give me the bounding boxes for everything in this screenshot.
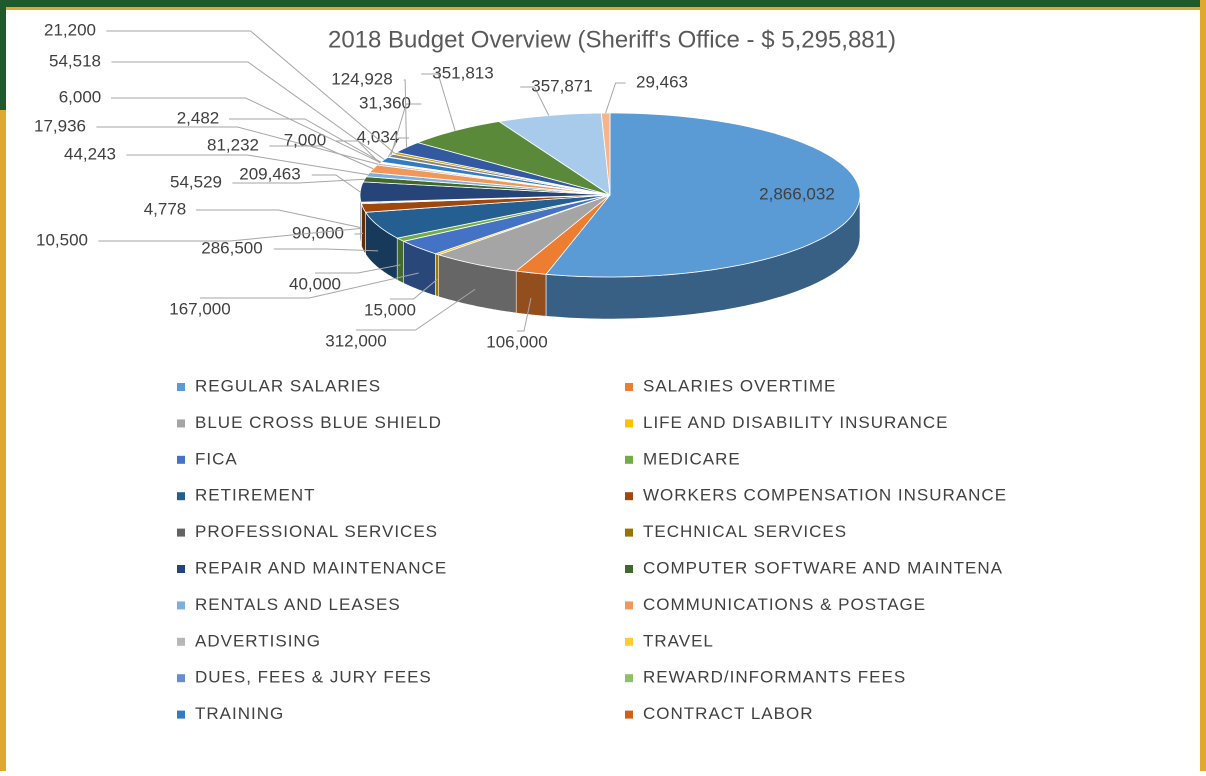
legend-swatch <box>625 674 633 682</box>
legend-swatch <box>625 638 633 646</box>
data-label: 44,243 <box>64 144 116 163</box>
data-label: 209,463 <box>239 164 300 183</box>
data-label: 2,482 <box>177 108 220 127</box>
legend-label: COMMUNICATIONS & POSTAGE <box>643 595 926 614</box>
left-rule <box>0 0 6 771</box>
data-label: 351,813 <box>432 63 493 82</box>
data-label: 2,866,032 <box>759 184 835 203</box>
data-label: 4,034 <box>357 127 400 146</box>
data-label: 10,500 <box>36 230 88 249</box>
legend-label: REPAIR AND MAINTENANCE <box>195 558 447 577</box>
legend-swatch <box>177 383 185 391</box>
leader-line <box>312 175 360 192</box>
data-label: 357,871 <box>531 76 592 95</box>
leader-line <box>354 233 363 234</box>
data-label: 106,000 <box>486 332 547 351</box>
data-label: 15,000 <box>364 300 416 319</box>
legend-label: BLUE CROSS BLUE SHIELD <box>195 413 442 432</box>
data-label: 81,232 <box>207 135 259 154</box>
legend-swatch <box>177 492 185 500</box>
legend-label: CONTRACT LABOR <box>643 704 814 723</box>
data-label: 167,000 <box>169 299 230 318</box>
legend-swatch <box>625 529 633 537</box>
legend-label: COMPUTER SOFTWARE AND MAINTENA <box>643 558 1003 577</box>
legend-label: LIFE AND DISABILITY INSURANCE <box>643 413 948 432</box>
chart-title: 2018 Budget Overview (Sheriff's Office -… <box>328 26 896 53</box>
data-label: 6,000 <box>59 87 102 106</box>
legend-swatch <box>625 601 633 609</box>
data-label: 21,200 <box>44 20 96 39</box>
data-label: 124,928 <box>331 69 392 88</box>
legend-swatch <box>625 492 633 500</box>
data-label: 312,000 <box>325 331 386 350</box>
legend-label: PROFESSIONAL SERVICES <box>195 522 438 541</box>
legend-swatch <box>625 419 633 427</box>
legend-label: TRAVEL <box>643 631 714 650</box>
leader-line <box>606 83 626 113</box>
data-label: 4,778 <box>144 199 187 218</box>
leader-line <box>274 249 378 251</box>
legend-swatch <box>625 456 633 464</box>
slice-side <box>436 254 439 297</box>
legend-label: RETIREMENT <box>195 486 316 505</box>
legend-swatch <box>625 565 633 573</box>
top-band <box>0 0 1206 8</box>
legend-swatch <box>177 711 185 719</box>
legend-swatch <box>177 419 185 427</box>
legend-label: FICA <box>195 449 238 468</box>
legend-label: REWARD/INFORMANTS FEES <box>643 668 906 687</box>
data-label: 40,000 <box>289 274 341 293</box>
legend-swatch <box>177 674 185 682</box>
data-label: 29,463 <box>636 72 688 91</box>
legend-label: SALARIES OVERTIME <box>643 376 836 395</box>
legend-swatch <box>177 456 185 464</box>
legend-label: TRAINING <box>195 704 284 723</box>
legend-swatch <box>177 601 185 609</box>
legend-swatch <box>625 383 633 391</box>
leader-line <box>404 80 407 147</box>
data-label: 54,518 <box>49 51 101 70</box>
top-rule <box>0 7 1206 10</box>
legend-label: REGULAR SALARIES <box>195 376 381 395</box>
legend-label: WORKERS COMPENSATION INSURANCE <box>643 486 1007 505</box>
legend-label: MEDICARE <box>643 449 741 468</box>
legend-swatch <box>625 711 633 719</box>
leader-line <box>421 74 455 131</box>
legend-label: TECHNICAL SERVICES <box>643 522 847 541</box>
legend-swatch <box>177 638 185 646</box>
left-band <box>0 0 6 110</box>
data-label: 31,360 <box>359 93 411 112</box>
legend-label: ADVERTISING <box>195 631 321 650</box>
data-label: 17,936 <box>34 116 86 135</box>
legend-label: RENTALS AND LEASES <box>195 595 401 614</box>
data-label: 54,529 <box>170 172 222 191</box>
legend-swatch <box>177 529 185 537</box>
legend-label: DUES, FEES & JURY FEES <box>195 668 432 687</box>
slice-side <box>516 271 546 316</box>
right-rule <box>1200 0 1206 771</box>
legend-swatch <box>177 565 185 573</box>
